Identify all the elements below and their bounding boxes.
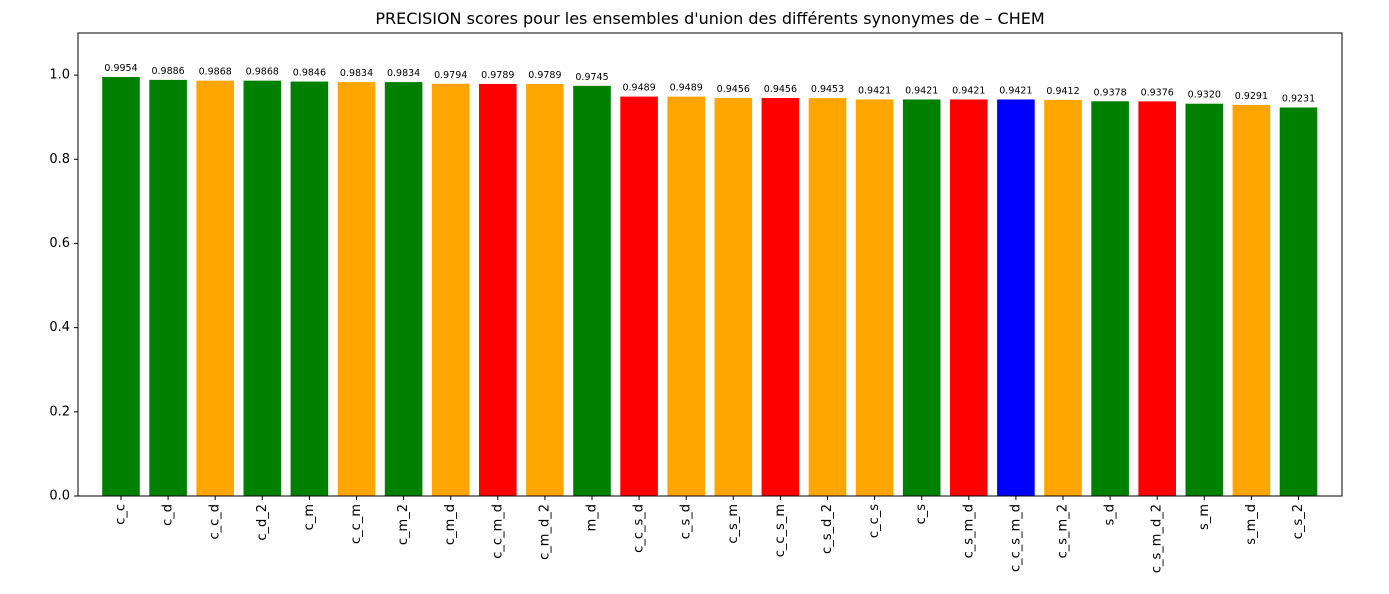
bar-c_s_d <box>667 96 705 496</box>
x-tick-label: c_c_s <box>867 504 882 538</box>
x-tick-label: m_d <box>585 504 600 531</box>
bar-value-label: 0.9378 <box>1093 87 1126 98</box>
x-tick-label: c_s_m_d_2 <box>1150 504 1165 573</box>
x-tick-label: c_c <box>114 504 129 525</box>
y-tick-label: 0.6 <box>49 236 70 251</box>
bars-group <box>102 77 1318 497</box>
bar-c_c_s_d <box>620 96 658 496</box>
bar-value-label: 0.9320 <box>1188 90 1221 101</box>
bar-c_m_d <box>431 83 470 496</box>
bar-c_s <box>902 99 941 497</box>
bar-value-label: 0.9421 <box>858 85 891 96</box>
x-tick-label: c_m_2 <box>396 504 411 545</box>
bar-value-label: 0.9868 <box>246 67 279 78</box>
bar-c_c_m_d <box>479 83 517 496</box>
bar-c_s_m_d <box>950 99 988 497</box>
bar-c_c <box>102 77 140 496</box>
bar-value-label: 0.9489 <box>670 83 703 94</box>
x-tick-label: s_m_d <box>1244 504 1259 545</box>
x-tick-label: c_d <box>161 504 176 526</box>
x-tick-label: c_c_s_d <box>632 504 647 553</box>
bar-c_s_m_d_2 <box>1138 101 1176 497</box>
bar-value-label: 0.9745 <box>575 72 608 83</box>
value-labels-group: 0.9954 0.9886 0.9868 0.9868 0.9846 0.9834 0.98… <box>104 63 1315 104</box>
x-tick-label: s_m <box>1197 504 1212 530</box>
x-tick-label: s_d <box>1103 504 1118 526</box>
y-tick-label: 0.2 <box>49 404 70 419</box>
bar-value-label: 0.9794 <box>434 70 467 81</box>
bar-c_m <box>290 81 329 496</box>
y-tick-label: 0.8 <box>49 152 70 167</box>
bar-value-label: 0.9412 <box>1046 86 1079 97</box>
bar-c_m_d_2 <box>526 83 564 496</box>
y-tick-label: 0.4 <box>49 320 70 335</box>
y-tick-label: 1.0 <box>49 68 70 83</box>
bar-s_m <box>1185 103 1224 497</box>
x-tick-label: c_m_d <box>443 504 458 545</box>
bar-value-label: 0.9421 <box>905 85 938 96</box>
bar-c_s_2 <box>1279 107 1318 497</box>
bar-c_c_s_m <box>761 97 800 497</box>
bar-value-label: 0.9231 <box>1282 93 1315 104</box>
y-tick-label: 0.0 <box>49 489 70 504</box>
bar-c_c_m <box>337 82 376 496</box>
bar-c_s_d_2 <box>808 98 847 497</box>
x-tick-label: c_c_s_m_d <box>1008 504 1023 572</box>
plot-frame <box>77 32 1343 497</box>
bar-value-label: 0.9489 <box>622 83 655 94</box>
x-axis: c_c c_d c_c_d c_d_2 c_m c_c_m c_m_2 c_m_d c_c_m_… <box>114 496 1306 573</box>
bar-m_d <box>573 85 611 496</box>
x-tick-label: c_s <box>914 504 929 525</box>
bar-c_c_d <box>196 80 234 497</box>
x-tick-label: c_s_d_2 <box>820 504 835 554</box>
bar-value-label: 0.9834 <box>340 68 373 79</box>
bar-value-label: 0.9456 <box>717 84 750 95</box>
x-tick-label: c_c_s_m <box>773 504 788 557</box>
x-tick-label: c_s_m <box>726 504 741 544</box>
bar-c_s_m_2 <box>1044 99 1082 496</box>
bar-value-label: 0.9834 <box>387 68 420 79</box>
bar-value-label: 0.9886 <box>151 66 184 77</box>
bar-value-label: 0.9789 <box>481 70 514 81</box>
x-tick-label: c_s_d <box>679 504 694 539</box>
bar-value-label: 0.9291 <box>1235 91 1268 102</box>
bar-c_d <box>149 79 187 496</box>
x-tick-label: c_m <box>302 504 317 530</box>
bar-value-label: 0.9453 <box>811 84 844 95</box>
bar-c_m_2 <box>384 82 423 496</box>
x-tick-label: c_s_m_2 <box>1056 504 1071 558</box>
y-axis: 0.0 0.2 0.4 0.6 0.8 1.0 <box>49 68 78 504</box>
x-tick-label: c_c_m_d <box>490 504 505 559</box>
bar-c_s_m <box>714 97 753 497</box>
x-tick-label: c_s_2 <box>1291 504 1306 539</box>
x-tick-label: c_s_m_d <box>961 504 976 558</box>
chart-title: PRECISION scores pour les ensembles d'un… <box>375 9 1044 28</box>
bar-value-label: 0.9846 <box>293 68 326 79</box>
bar-c_c_s_m_d <box>997 99 1035 497</box>
bar-value-label: 0.9376 <box>1141 87 1174 98</box>
bar-s_d <box>1091 101 1129 497</box>
bar-c_d_2 <box>243 80 282 497</box>
bar-s_m_d <box>1232 104 1271 497</box>
bar-value-label: 0.9954 <box>104 63 137 74</box>
bar-c_c_s <box>855 99 894 497</box>
x-tick-label: c_d_2 <box>255 504 270 541</box>
x-tick-label: c_c_m <box>349 504 364 544</box>
bar-value-label: 0.9421 <box>999 85 1032 96</box>
x-tick-label: c_c_d <box>208 504 223 540</box>
bar-value-label: 0.9421 <box>952 85 985 96</box>
x-tick-label: c_m_d_2 <box>537 504 552 560</box>
bar-value-label: 0.9789 <box>528 70 561 81</box>
bar-value-label: 0.9456 <box>764 84 797 95</box>
bar-value-label: 0.9868 <box>199 67 232 78</box>
